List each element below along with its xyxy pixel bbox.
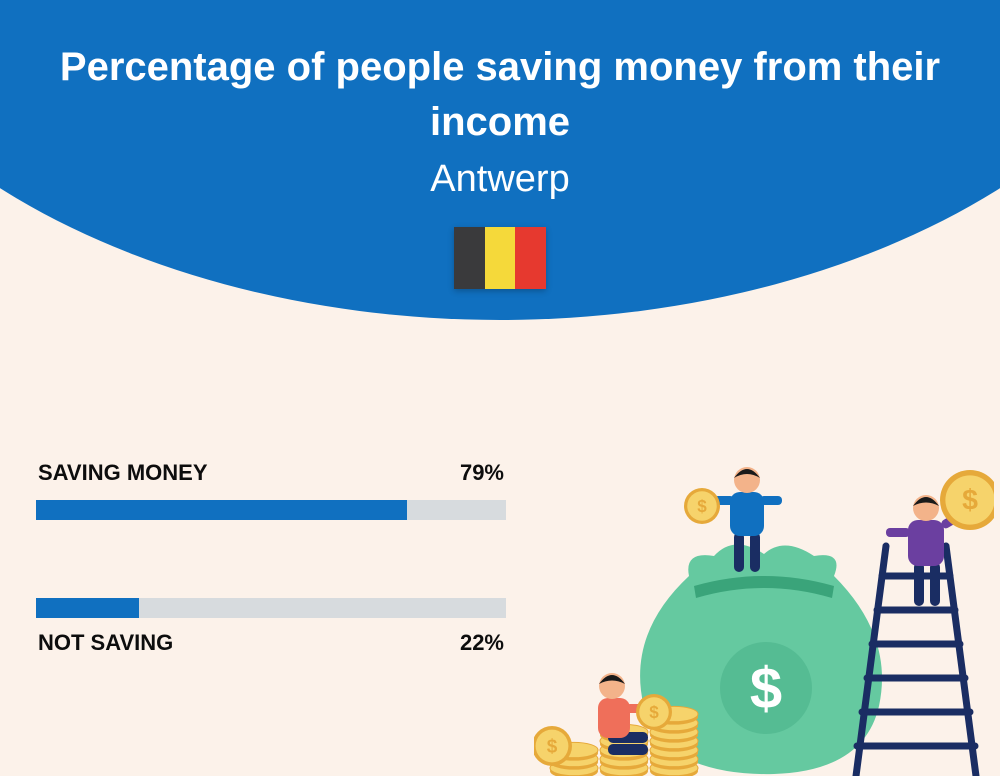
bar-saving: SAVING MONEY 79%: [36, 460, 506, 520]
flag-stripe-1: [454, 227, 485, 289]
svg-text:$: $: [547, 736, 558, 757]
flag-stripe-2: [485, 227, 516, 289]
svg-text:$: $: [750, 656, 782, 721]
page-title: Percentage of people saving money from t…: [0, 40, 1000, 150]
bar-value: 79%: [460, 460, 504, 486]
bar-label: NOT SAVING: [38, 630, 173, 656]
bar-value: 22%: [460, 630, 504, 656]
svg-text:$: $: [697, 497, 707, 516]
bar-fill: [36, 598, 139, 618]
svg-text:$: $: [962, 485, 978, 517]
infographic-page: Percentage of people saving money from t…: [0, 0, 1000, 776]
page-subtitle: Antwerp: [0, 158, 1000, 201]
bar-track: [36, 598, 506, 618]
flag-stripe-3: [515, 227, 546, 289]
savings-illustration: $ $ $ $ $: [534, 416, 994, 776]
bar-chart: SAVING MONEY 79% NOT SAVING 22%: [36, 460, 506, 734]
bar-label: SAVING MONEY: [38, 460, 208, 486]
flag-icon: [454, 227, 546, 289]
bar-fill: [36, 500, 407, 520]
header: Percentage of people saving money from t…: [0, 40, 1000, 289]
svg-text:$: $: [649, 703, 659, 722]
bar-not-saving: NOT SAVING 22%: [36, 598, 506, 656]
bar-track: [36, 500, 506, 520]
